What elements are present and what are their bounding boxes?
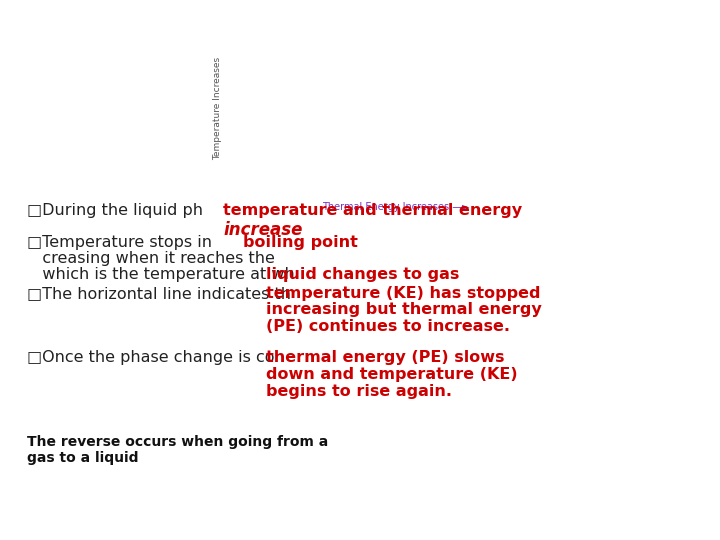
Text: creasing when it reaches the: creasing when it reaches the [27, 251, 275, 266]
Text: thermal energy (PE) slows: thermal energy (PE) slows [266, 350, 505, 365]
Text: begins to rise again.: begins to rise again. [266, 384, 452, 400]
Text: liquid changes to gas: liquid changes to gas [266, 267, 460, 282]
FancyBboxPatch shape [367, 130, 552, 183]
Text: Temperature Increases: Temperature Increases [213, 57, 222, 159]
Text: increasing but thermal energy: increasing but thermal energy [266, 302, 542, 318]
Text: boiling point: boiling point [243, 235, 359, 250]
Text: The reverse occurs when going from a
gas to a liquid: The reverse occurs when going from a gas… [27, 435, 328, 465]
Text: temperature and thermal energy: temperature and thermal energy [223, 202, 522, 218]
Text: increase: increase [223, 221, 302, 239]
Text: Liquid
T increases
PE little change: Liquid T increases PE little change [244, 120, 300, 140]
Text: □Once the phase change is co: □Once the phase change is co [27, 350, 275, 365]
Text: down and temperature (KE): down and temperature (KE) [266, 367, 518, 382]
Text: T = temperature (average
    kinetic energy)
PE = potential energy: T = temperature (average kinetic energy)… [413, 136, 505, 157]
Text: Boiling
T constant
PE increases: Boiling T constant PE increases [323, 49, 378, 78]
Text: □The horizontal line indicates th: □The horizontal line indicates th [27, 286, 292, 301]
Text: temperature (KE) has stopped: temperature (KE) has stopped [266, 286, 541, 301]
Text: Thermal Energy v. Temperature: Thermal Energy v. Temperature [303, 9, 489, 19]
Text: Thermal Energy Increases —►: Thermal Energy Increases —► [323, 202, 469, 212]
Text: as Liquid Changes to Gas: as Liquid Changes to Gas [322, 20, 470, 30]
Text: Gas
T increases
PE little change: Gas T increases PE little change [445, 49, 513, 78]
Text: (PE) continues to increase.: (PE) continues to increase. [266, 319, 510, 334]
Text: which is the temperature at wh: which is the temperature at wh [27, 267, 295, 282]
Text: □During the liquid ph: □During the liquid ph [27, 202, 203, 218]
Text: □Temperature stops in: □Temperature stops in [27, 235, 212, 250]
